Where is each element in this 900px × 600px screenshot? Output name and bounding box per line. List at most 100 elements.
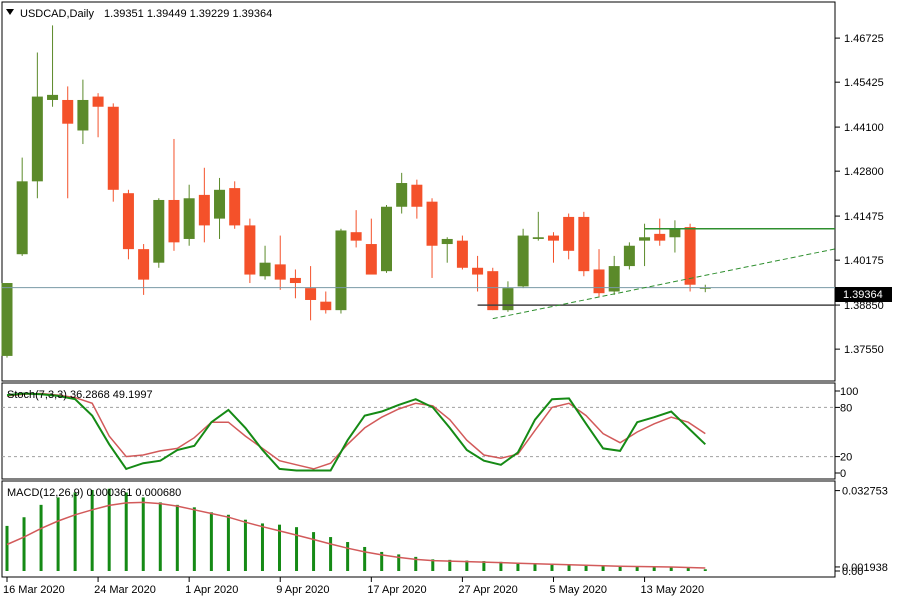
macd-histogram-bar [243, 519, 247, 571]
price-tick-label: 1.44100 [844, 122, 884, 134]
bullish-candle [639, 237, 651, 241]
bullish-candle [153, 199, 165, 263]
date-tick-label: 27 Apr 2020 [458, 584, 517, 596]
bullish-candle [47, 94, 59, 100]
current-price-label: 1.39364 [843, 289, 883, 301]
bearish-candle [578, 216, 590, 272]
bullish-candle [396, 183, 408, 207]
bullish-candle [259, 262, 271, 277]
bearish-candle [563, 216, 575, 251]
macd-histogram-bar [516, 562, 520, 571]
macd-histogram-bar [209, 512, 213, 571]
stochastic-label: Stoch(7,3,3) 36.2868 49.1997 [7, 389, 153, 401]
bearish-candle [487, 271, 499, 311]
date-tick-label: 1 Apr 2020 [185, 584, 238, 596]
macd-histogram-bar [703, 569, 707, 571]
bearish-candle [107, 106, 119, 190]
macd-histogram-bar [499, 561, 503, 571]
macd-histogram-bar [431, 559, 435, 571]
macd-histogram-bar [124, 492, 128, 571]
macd-tick-label: 0.032753 [842, 486, 888, 498]
macd-histogram-bar [652, 566, 656, 571]
bearish-candle [684, 227, 696, 285]
date-tick-label: 13 May 2020 [641, 584, 705, 596]
bullish-candle [502, 288, 514, 311]
macd-histogram-bar [397, 554, 401, 571]
bullish-candle [77, 99, 89, 131]
macd-histogram-bar [260, 523, 264, 571]
bullish-candle [214, 189, 226, 219]
date-tick-label: 24 Mar 2020 [94, 584, 156, 596]
stochastic-pane-frame [1, 382, 836, 480]
bullish-candle [699, 287, 711, 289]
macd-histogram-bar [363, 546, 367, 571]
macd-histogram-bar [73, 492, 77, 571]
bearish-candle [198, 194, 210, 226]
bullish-candle [623, 245, 635, 267]
bearish-candle [350, 232, 362, 241]
price-tick-label: 1.38850 [844, 300, 884, 312]
bearish-candle [472, 267, 484, 275]
macd-histogram-bar [107, 488, 111, 571]
price-tick-label: 1.40175 [844, 255, 884, 267]
macd-histogram-bar [482, 561, 486, 571]
macd-histogram-bar [380, 551, 384, 571]
current-price-badge [835, 287, 892, 302]
macd-histogram-bar [601, 565, 605, 571]
macd-histogram-bar [448, 559, 452, 571]
bearish-candle [426, 201, 438, 246]
macd-histogram-bar [158, 502, 162, 571]
bullish-candle [335, 230, 347, 311]
stochastic-tick-label: 0 [840, 468, 846, 480]
price-tick-label: 1.45425 [844, 77, 884, 89]
bearish-candle [593, 269, 605, 294]
date-tick-label: 9 Apr 2020 [276, 584, 329, 596]
macd-histogram-bar [277, 524, 281, 571]
price-tick-label: 1.41475 [844, 211, 884, 223]
price-series [1, 25, 836, 358]
bullish-candle [1, 283, 13, 356]
macd-pane-frame [1, 480, 836, 578]
stochastic-tick-label: 80 [840, 402, 852, 414]
bullish-candle [532, 237, 544, 239]
bearish-candle [320, 301, 332, 311]
bearish-candle [654, 233, 666, 241]
macd-histogram-bar [618, 565, 622, 571]
bearish-candle [92, 96, 104, 107]
bullish-candle [31, 96, 43, 182]
bearish-candle [547, 235, 559, 241]
macd-histogram-bar [533, 563, 537, 571]
macd-histogram-bar [312, 532, 316, 571]
stochastic-series [2, 392, 835, 472]
bullish-candle [381, 206, 392, 272]
macd-tick-label: 0.00 [842, 566, 863, 578]
bullish-candle [669, 228, 681, 238]
axis-labels: 1.46725 1.45425 1.44100 1.42800 1.41475 1.401… [3, 33, 888, 596]
ohlc-header: 1.39351 1.39449 1.39229 1.39364 [104, 8, 272, 20]
price-pane-frame [1, 1, 836, 382]
stochastic-tick-label: 100 [840, 386, 858, 398]
macd-histogram-bar [584, 564, 588, 571]
macd-histogram-bar [141, 497, 145, 571]
bearish-candle [274, 264, 286, 280]
price-tick-label: 1.37550 [844, 344, 884, 356]
bearish-candle [305, 288, 317, 300]
macd-tick-label: 0.001938 [842, 562, 888, 574]
symbol-dropdown-icon[interactable] [6, 9, 14, 15]
date-tick-label: 5 May 2020 [549, 584, 606, 596]
macd-histogram-bar [414, 556, 418, 571]
bullish-candle [16, 181, 28, 255]
macd-histogram-bar [686, 568, 690, 571]
bearish-candle [289, 277, 301, 284]
macd-histogram-bar [56, 497, 60, 571]
bullish-candle [608, 266, 620, 292]
macd-histogram-bar [329, 537, 333, 571]
macd-histogram-bar [175, 504, 179, 571]
symbol-header: USDCAD,Daily [20, 8, 94, 20]
macd-histogram-bar [90, 489, 94, 571]
macd-series [5, 488, 707, 571]
macd-signal-line [6, 501, 706, 569]
bearish-candle [122, 193, 134, 250]
